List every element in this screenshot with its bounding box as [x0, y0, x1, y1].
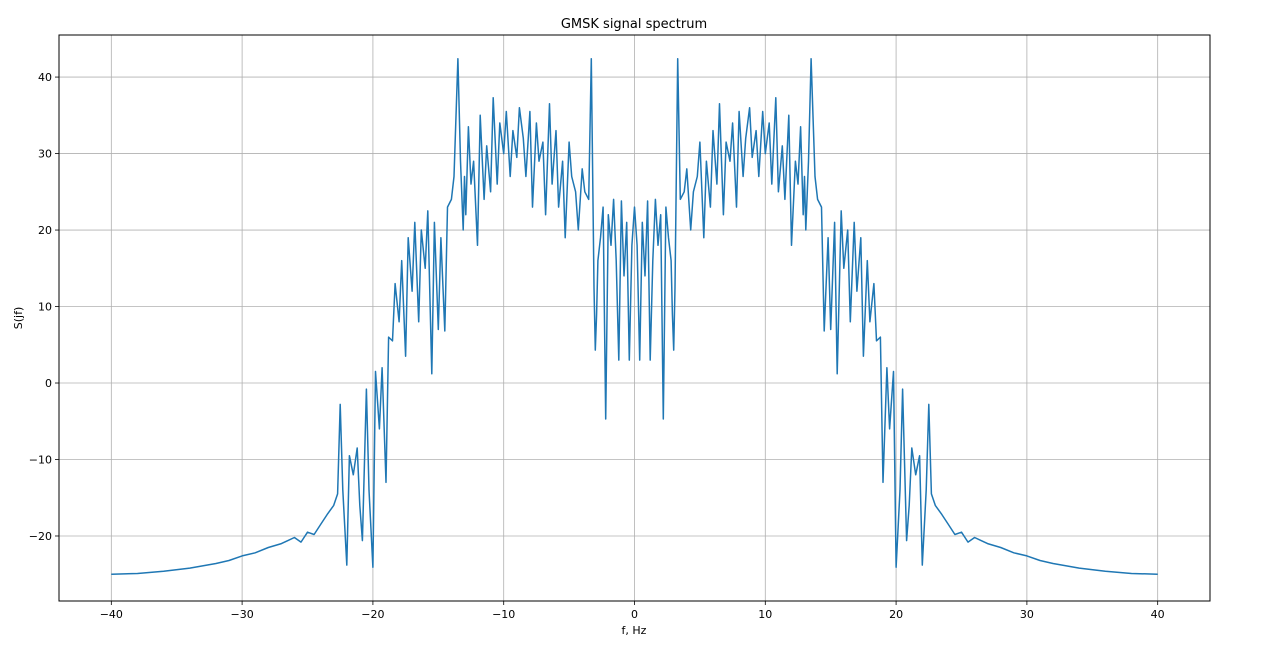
y-tick-label: 30: [38, 148, 52, 161]
y-tick-label: 10: [38, 301, 52, 314]
x-tick-label: 0: [631, 608, 638, 621]
x-tick-label: 40: [1151, 608, 1165, 621]
x-axis-label: f, Hz: [622, 624, 647, 637]
plot-frame: [58, 34, 1211, 602]
x-axis-ticks: −40 −30 −20 −10 0 10 20 30 40: [100, 601, 1165, 621]
x-tick-label: 10: [758, 608, 772, 621]
y-tick-label: 20: [38, 224, 52, 237]
y-axis-label: S(jf): [12, 307, 25, 330]
x-tick-label: −40: [100, 608, 123, 621]
x-tick-label: 30: [1020, 608, 1034, 621]
chart-title: GMSK signal spectrum: [561, 17, 707, 32]
series-layer: [111, 57, 1158, 575]
grid: [59, 35, 1210, 601]
x-tick-label: −10: [492, 608, 515, 621]
y-tick-label: 40: [38, 71, 52, 84]
y-axis-ticks: −20 −10 0 10 20 30 40: [29, 71, 59, 543]
series-line-spectrum: [111, 57, 1158, 575]
y-tick-label: 0: [45, 377, 52, 390]
x-tick-label: −20: [361, 608, 384, 621]
y-tick-label: −10: [29, 454, 52, 467]
x-tick-label: 20: [889, 608, 903, 621]
y-tick-label: −20: [29, 530, 52, 543]
x-tick-label: −30: [231, 608, 254, 621]
